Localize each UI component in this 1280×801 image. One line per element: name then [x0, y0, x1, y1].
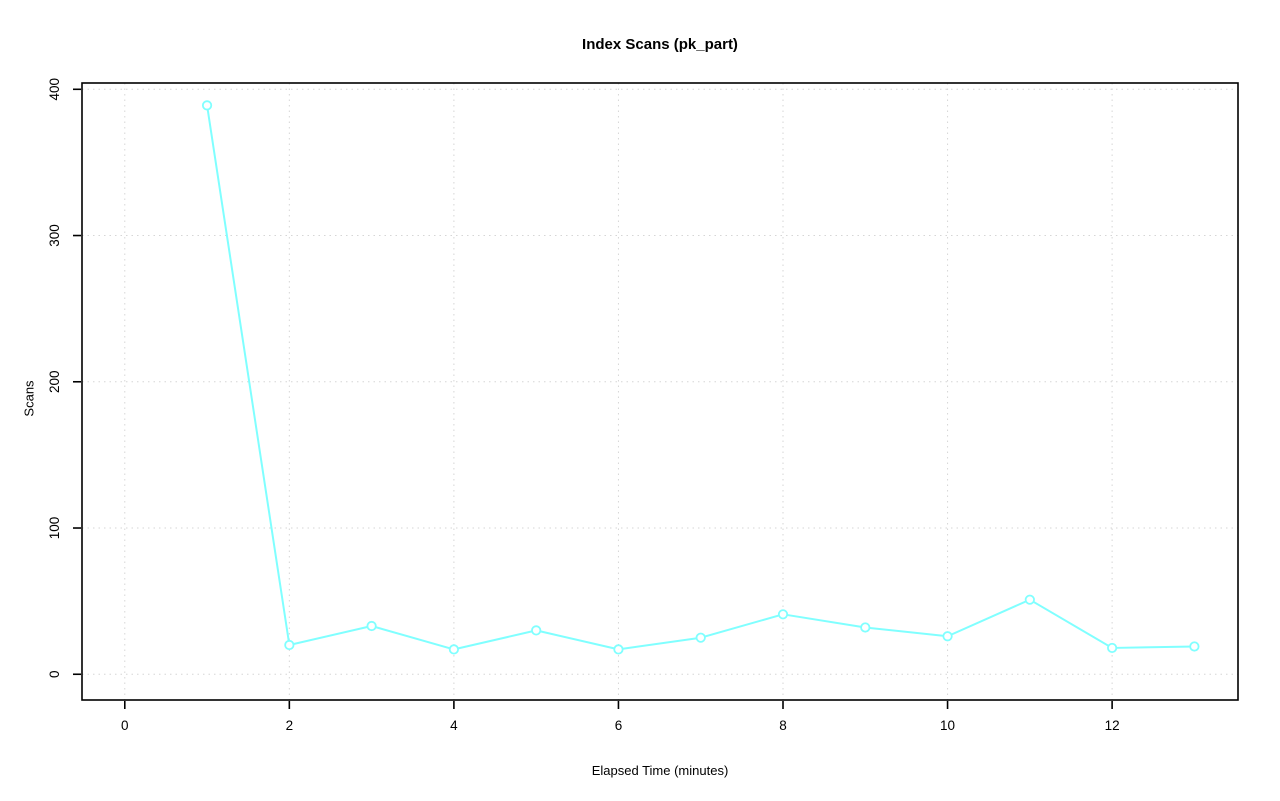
gridlines [82, 83, 1238, 700]
data-point [1024, 594, 1035, 605]
chart-title: Index Scans (pk_part) [582, 36, 738, 53]
data-series [201, 100, 1200, 655]
data-point [1189, 641, 1200, 652]
y-tick-label: 0 [47, 671, 62, 679]
y-tick-label: 200 [47, 371, 62, 394]
plot-border [81, 82, 1239, 701]
x-tick-label: 2 [286, 718, 294, 733]
data-point [284, 639, 295, 651]
x-tick-label: 0 [121, 718, 129, 733]
y-tick-label: 100 [47, 517, 62, 540]
x-tick-label: 6 [615, 718, 623, 733]
data-point [531, 625, 542, 636]
x-tick-label: 4 [450, 718, 458, 733]
data-point [1107, 642, 1118, 654]
y-axis-label: Scans [21, 380, 37, 417]
x-tick-label: 12 [1105, 718, 1120, 733]
x-tick-label: 10 [940, 718, 955, 733]
data-point [695, 632, 706, 643]
data-point [860, 622, 871, 633]
data-point [942, 631, 953, 642]
data-point [366, 620, 377, 632]
x-tick-label: 8 [779, 718, 787, 733]
axes: 0 2 4 6 8 10 12 0 100 200 300 400 [47, 78, 1239, 733]
y-tick-label: 300 [47, 224, 62, 247]
data-line [206, 104, 1196, 651]
data-point [448, 644, 459, 655]
data-point [777, 609, 789, 620]
data-point [613, 644, 624, 655]
x-axis-label: Elapsed Time (minutes) [591, 763, 729, 778]
data-point [201, 100, 213, 111]
y-tick-label: 400 [47, 78, 62, 101]
